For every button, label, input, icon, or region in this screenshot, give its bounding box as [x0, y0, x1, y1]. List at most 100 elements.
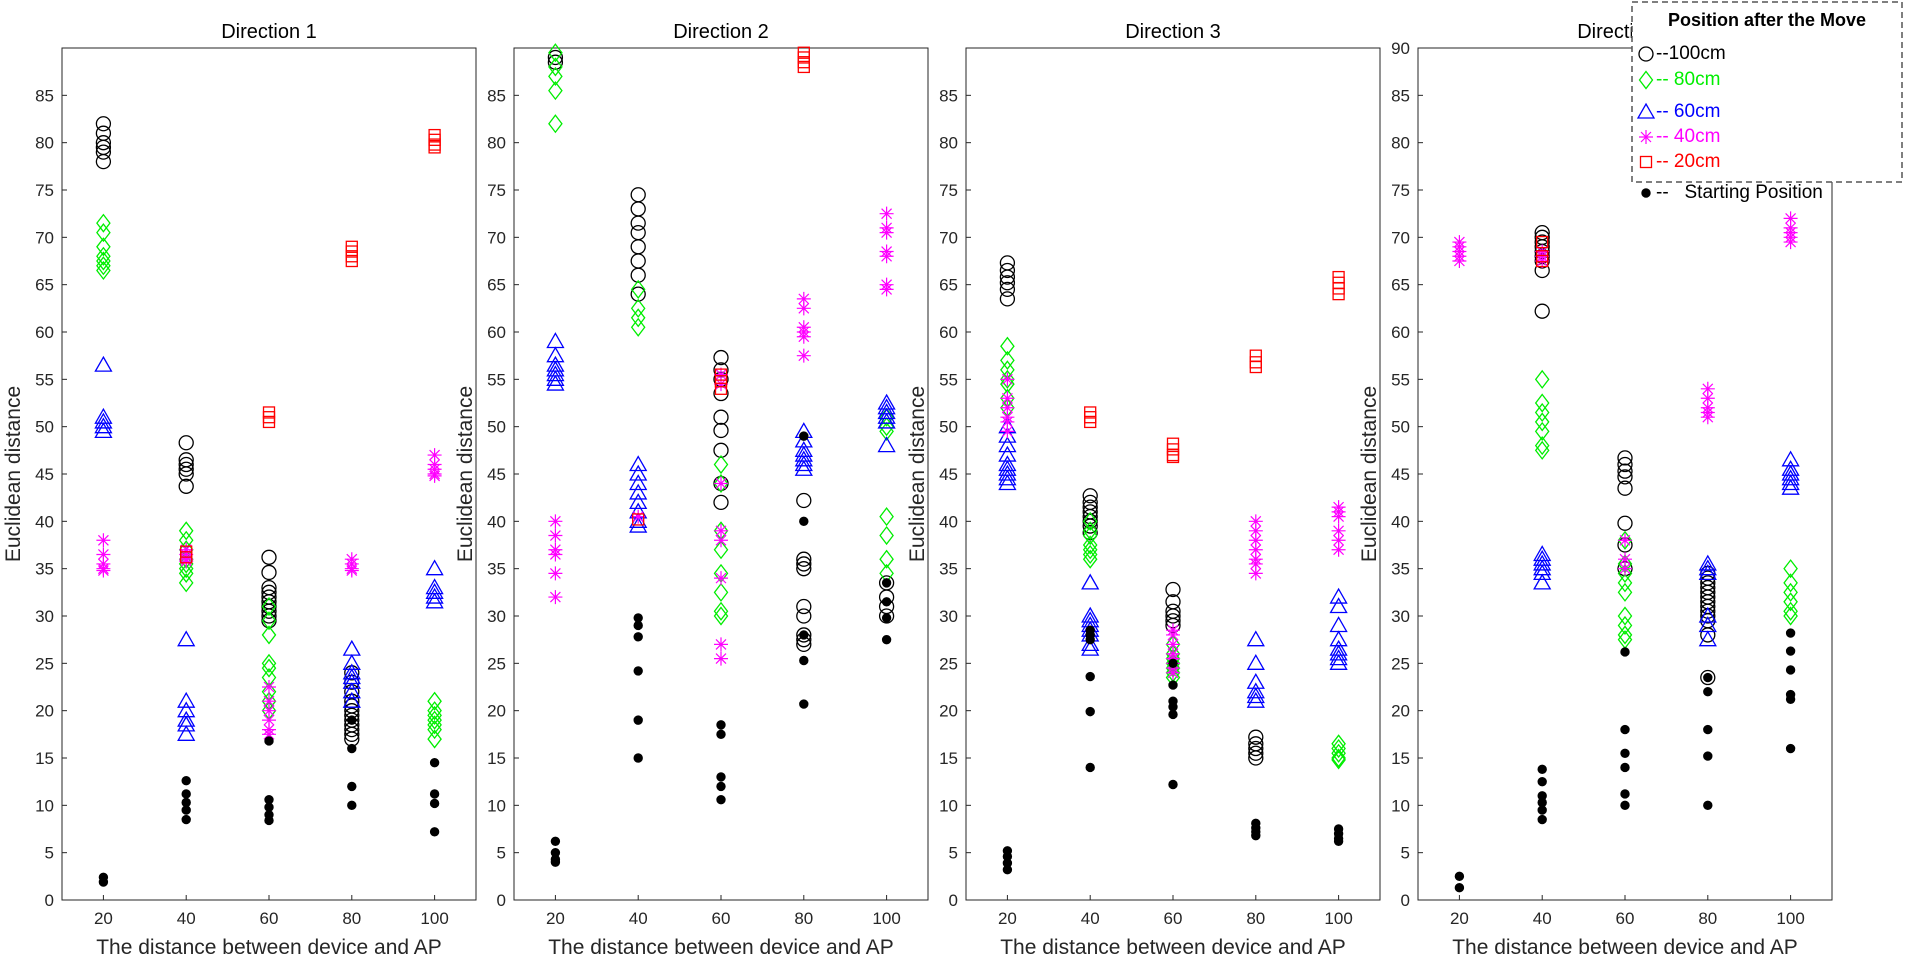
data-point: [96, 223, 111, 243]
data-point: [998, 469, 1017, 486]
y-tick-label: 25: [487, 654, 506, 673]
y-tick-label: 40: [35, 512, 54, 531]
data-point: [261, 549, 277, 565]
data-point: [177, 725, 196, 741]
data-point: [877, 436, 896, 453]
x-tick-label: 20: [998, 909, 1017, 928]
data-point: [714, 523, 728, 538]
data-point: [347, 743, 357, 754]
data-point: [1617, 456, 1633, 473]
data-point: [1618, 533, 1632, 548]
data-point: [264, 736, 274, 746]
y-tick-label: 40: [487, 512, 506, 531]
plot-area: [1417, 47, 1833, 901]
series-d20: [1084, 270, 1345, 464]
data-point: [1082, 518, 1098, 534]
data-point: [716, 781, 726, 792]
data-point: [713, 494, 729, 511]
data-point: [799, 655, 809, 666]
data-point: [877, 403, 896, 420]
data-point: [1000, 336, 1015, 356]
data-point: [96, 246, 111, 266]
data-point: [1246, 630, 1265, 647]
data-point: [1536, 235, 1549, 249]
y-tick-label: 55: [1391, 370, 1410, 389]
data-point: [96, 533, 111, 548]
x-axis-label: The distance between device and AP: [1000, 936, 1346, 959]
data-point: [1000, 391, 1015, 406]
data-point: [1084, 415, 1097, 429]
y-axis-label: Euclidean distance: [1358, 386, 1381, 562]
data-point: [1700, 410, 1715, 425]
data-point: [714, 571, 728, 586]
data-point: [713, 349, 729, 366]
data-point: [548, 514, 563, 529]
data-point: [1082, 488, 1098, 504]
data-point: [629, 493, 648, 510]
data-point: [261, 596, 277, 617]
series-d40: [96, 448, 442, 742]
data-point: [629, 464, 648, 481]
data-point: [1698, 559, 1717, 576]
y-tick-label: 30: [1391, 607, 1410, 626]
data-point: [261, 658, 277, 678]
data-point: [548, 590, 563, 605]
y-tick-label: 90: [1391, 39, 1410, 58]
legend-label: -- 40cm: [1656, 126, 1720, 147]
data-point: [181, 789, 191, 799]
data-point: [713, 409, 729, 425]
data-point: [878, 608, 895, 624]
data-point: [1617, 606, 1633, 626]
data-point: [714, 637, 728, 652]
legend-label: -- 20cm: [1656, 151, 1720, 172]
data-point: [713, 442, 729, 458]
y-tick-label: 25: [35, 654, 54, 673]
series-d60: [94, 355, 444, 741]
y-tick-label: 10: [939, 796, 958, 815]
data-point: [342, 691, 361, 708]
data-point: [1002, 865, 1013, 875]
data-point: [796, 551, 812, 567]
data-point: [879, 206, 894, 221]
legend-entry-d20: -- 20cm: [1639, 151, 1720, 172]
data-point: [347, 715, 357, 725]
data-point: [1085, 706, 1095, 717]
data-point: [261, 564, 277, 581]
x-axis-label: The distance between device and AP: [96, 936, 442, 959]
data-point: [1000, 350, 1015, 370]
data-point: [881, 634, 892, 645]
diamond-icon: [1638, 70, 1654, 90]
y-tick-label: 80: [487, 134, 506, 153]
data-point: [1085, 671, 1095, 682]
data-point: [879, 507, 894, 527]
data-point: [999, 291, 1016, 307]
data-point: [1331, 533, 1346, 548]
data-point: [631, 509, 646, 524]
data-point: [264, 815, 274, 826]
data-point: [96, 563, 111, 578]
y-tick-label: 85: [1391, 86, 1410, 105]
data-point: [713, 601, 729, 621]
data-point: [1703, 724, 1713, 735]
data-point: [262, 415, 276, 429]
y-tick-label: 60: [1391, 323, 1410, 342]
data-point: [548, 66, 563, 86]
data-point: [1085, 634, 1095, 645]
data-point: [1166, 627, 1180, 642]
data-point: [1617, 625, 1633, 645]
data-point: [1082, 549, 1098, 569]
data-point: [425, 583, 444, 599]
data-point: [1617, 563, 1633, 583]
y-tick-label: 25: [939, 654, 958, 673]
data-point: [881, 597, 892, 607]
data-point: [1783, 211, 1798, 226]
data-point: [180, 551, 193, 564]
x-axis-label: The distance between device and AP: [548, 936, 894, 959]
x-tick-label: 40: [629, 909, 648, 928]
x-tick-label: 100: [872, 909, 900, 928]
y-tick-label: 75: [35, 181, 54, 200]
data-point: [428, 141, 441, 154]
data-point: [714, 375, 728, 388]
data-point: [1331, 509, 1346, 524]
